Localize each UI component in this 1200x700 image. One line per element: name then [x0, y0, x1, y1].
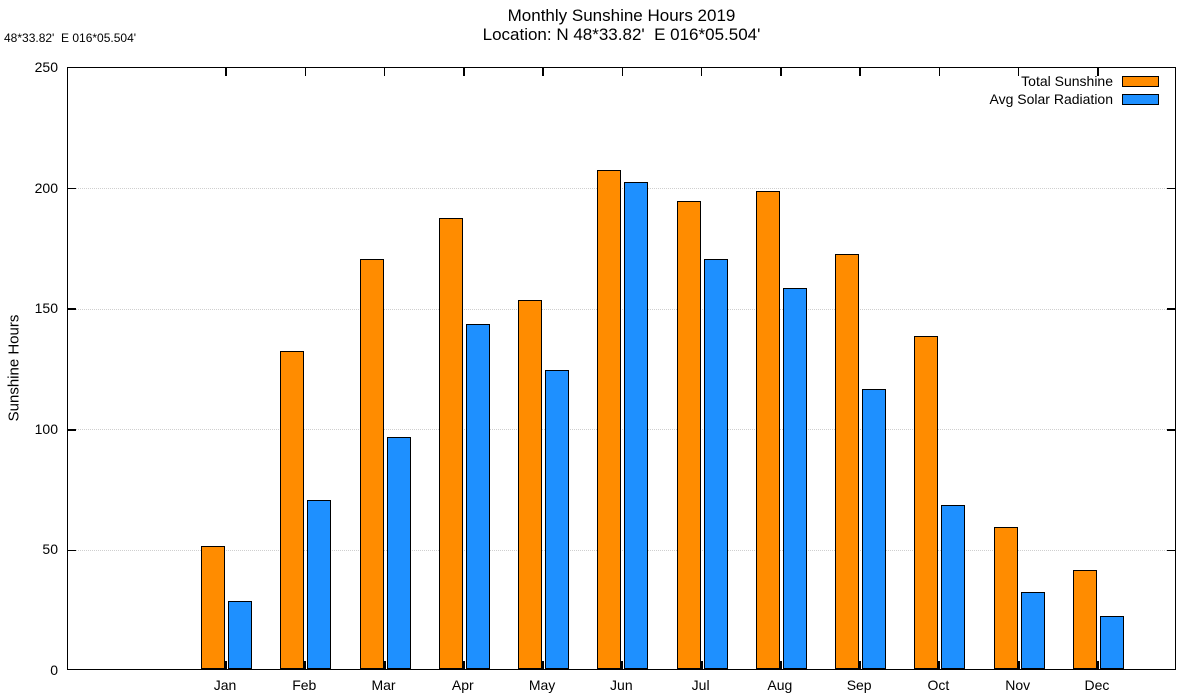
- legend-item-total-sunshine: Total Sunshine: [990, 72, 1159, 90]
- bar-total-sunshine-feb: [280, 350, 305, 669]
- bar-total-sunshine-apr: [438, 217, 463, 669]
- bar-avg-solar-radiation-aug: [782, 287, 807, 669]
- gridline-y-50: [68, 549, 1175, 551]
- x-tick-label-mar: Mar: [371, 677, 396, 693]
- y-tick-mark-left-150: [68, 308, 76, 310]
- bar-total-sunshine-oct: [914, 336, 939, 669]
- x-tick-mark-top-oct: [938, 68, 941, 76]
- x-tick-mark-top-feb: [304, 68, 307, 76]
- x-tick-label-jan: Jan: [213, 677, 237, 693]
- x-tick-mark-bottom-jan: [225, 661, 227, 669]
- y-tick-mark-right-100: [1167, 429, 1175, 431]
- y-tick-mark-right-200: [1167, 187, 1175, 190]
- y-tick-mark-left-100: [68, 429, 76, 431]
- y-axis-label: Sunshine Hours: [5, 314, 23, 422]
- x-tick-label-oct: Oct: [927, 677, 950, 693]
- chart-subtitle: Location: N 48*33.82' E 016*05.504': [482, 25, 761, 44]
- y-tick-mark-right-50: [1167, 549, 1175, 552]
- gridline-y-100: [68, 429, 1175, 431]
- x-tick-mark-bottom-apr: [462, 661, 465, 669]
- x-tick-label-feb: Feb: [292, 677, 317, 693]
- y-tick-label-50: 50: [42, 541, 58, 558]
- bar-avg-solar-radiation-oct: [941, 504, 966, 669]
- x-tick-label-dec: Dec: [1084, 677, 1110, 693]
- bar-avg-solar-radiation-jun: [624, 181, 649, 669]
- x-tick-label-may: May: [528, 677, 556, 693]
- x-tick-mark-bottom-mar: [383, 661, 386, 669]
- bar-total-sunshine-jul: [676, 201, 701, 669]
- x-tick-mark-bottom-may: [542, 661, 545, 669]
- x-tick-mark-bottom-dec: [1096, 661, 1099, 669]
- x-tick-label-nov: Nov: [1005, 677, 1031, 693]
- y-tick-label-100: 100: [34, 420, 58, 437]
- bar-avg-solar-radiation-jul: [703, 258, 728, 669]
- x-tick-mark-bottom-jun: [621, 661, 624, 669]
- x-tick-label-jun: Jun: [610, 677, 633, 693]
- bar-avg-solar-radiation-feb: [307, 500, 332, 669]
- bar-total-sunshine-aug: [755, 191, 780, 669]
- x-tick-mark-top-aug: [780, 68, 782, 76]
- x-tick-mark-top-may: [542, 68, 544, 76]
- bar-total-sunshine-may: [518, 299, 543, 669]
- title-block: Monthly Sunshine Hours 2019 Location: N …: [67, 6, 1176, 44]
- x-tick-mark-top-sep: [859, 68, 861, 76]
- legend: Total Sunshine Avg Solar Radiation: [990, 72, 1159, 108]
- x-tick-mark-top-apr: [463, 68, 465, 76]
- x-tick-mark-bottom-feb: [304, 661, 307, 669]
- x-tick-mark-top-nov: [1017, 68, 1020, 76]
- bar-total-sunshine-dec: [1072, 570, 1097, 669]
- legend-label-total-sunshine: Total Sunshine: [1021, 73, 1113, 89]
- y-tick-label-200: 200: [34, 179, 58, 196]
- y-tick-mark-left-200: [68, 187, 76, 190]
- y-tick-mark-right-150: [1167, 308, 1175, 310]
- bar-total-sunshine-sep: [835, 254, 860, 669]
- bar-avg-solar-radiation-jan: [228, 601, 252, 669]
- bar-avg-solar-radiation-may: [545, 369, 570, 669]
- gridline-y-200: [68, 188, 1175, 190]
- bar-avg-solar-radiation-apr: [465, 324, 490, 669]
- y-tick-label-250: 250: [34, 59, 58, 75]
- x-tick-mark-bottom-aug: [779, 661, 782, 669]
- legend-label-avg-solar-radiation: Avg Solar Radiation: [989, 91, 1113, 107]
- x-tick-mark-bottom-nov: [1017, 661, 1020, 669]
- bar-total-sunshine-jun: [597, 169, 622, 669]
- x-tick-label-aug: Aug: [767, 677, 793, 693]
- bar-total-sunshine-jan: [201, 546, 225, 669]
- x-tick-mark-top-mar: [383, 68, 386, 76]
- chart-title: Monthly Sunshine Hours 2019: [507, 6, 736, 25]
- x-tick-mark-bottom-jul: [700, 661, 703, 669]
- bar-total-sunshine-nov: [993, 526, 1018, 669]
- legend-item-avg-solar-radiation: Avg Solar Radiation: [990, 90, 1159, 108]
- x-tick-mark-bottom-sep: [859, 661, 862, 669]
- x-tick-label-jul: Jul: [691, 677, 710, 693]
- legend-swatch-total-sunshine: [1122, 75, 1159, 87]
- x-tick-mark-bottom-oct: [938, 661, 941, 669]
- x-tick-mark-top-jun: [621, 68, 624, 76]
- x-tick-mark-top-jul: [700, 68, 703, 76]
- bar-avg-solar-radiation-dec: [1099, 615, 1124, 669]
- bar-avg-solar-radiation-nov: [1020, 591, 1045, 669]
- y-tick-label-0: 0: [50, 662, 58, 678]
- x-tick-mark-top-jan: [225, 68, 227, 76]
- plot-area: Total Sunshine Avg Solar Radiation: [67, 67, 1176, 670]
- bar-total-sunshine-mar: [359, 258, 384, 669]
- bar-avg-solar-radiation-mar: [386, 437, 411, 669]
- legend-swatch-avg-solar-radiation: [1122, 93, 1159, 105]
- gridline-y-150: [68, 308, 1175, 310]
- x-tick-label-sep: Sep: [846, 677, 872, 693]
- bar-avg-solar-radiation-sep: [862, 389, 887, 669]
- corner-location-text: 48*33.82' E 016*05.504': [4, 31, 137, 45]
- x-tick-mark-top-dec: [1097, 68, 1099, 76]
- x-tick-label-apr: Apr: [451, 677, 474, 693]
- y-tick-mark-left-50: [68, 549, 76, 552]
- y-tick-label-150: 150: [34, 300, 58, 317]
